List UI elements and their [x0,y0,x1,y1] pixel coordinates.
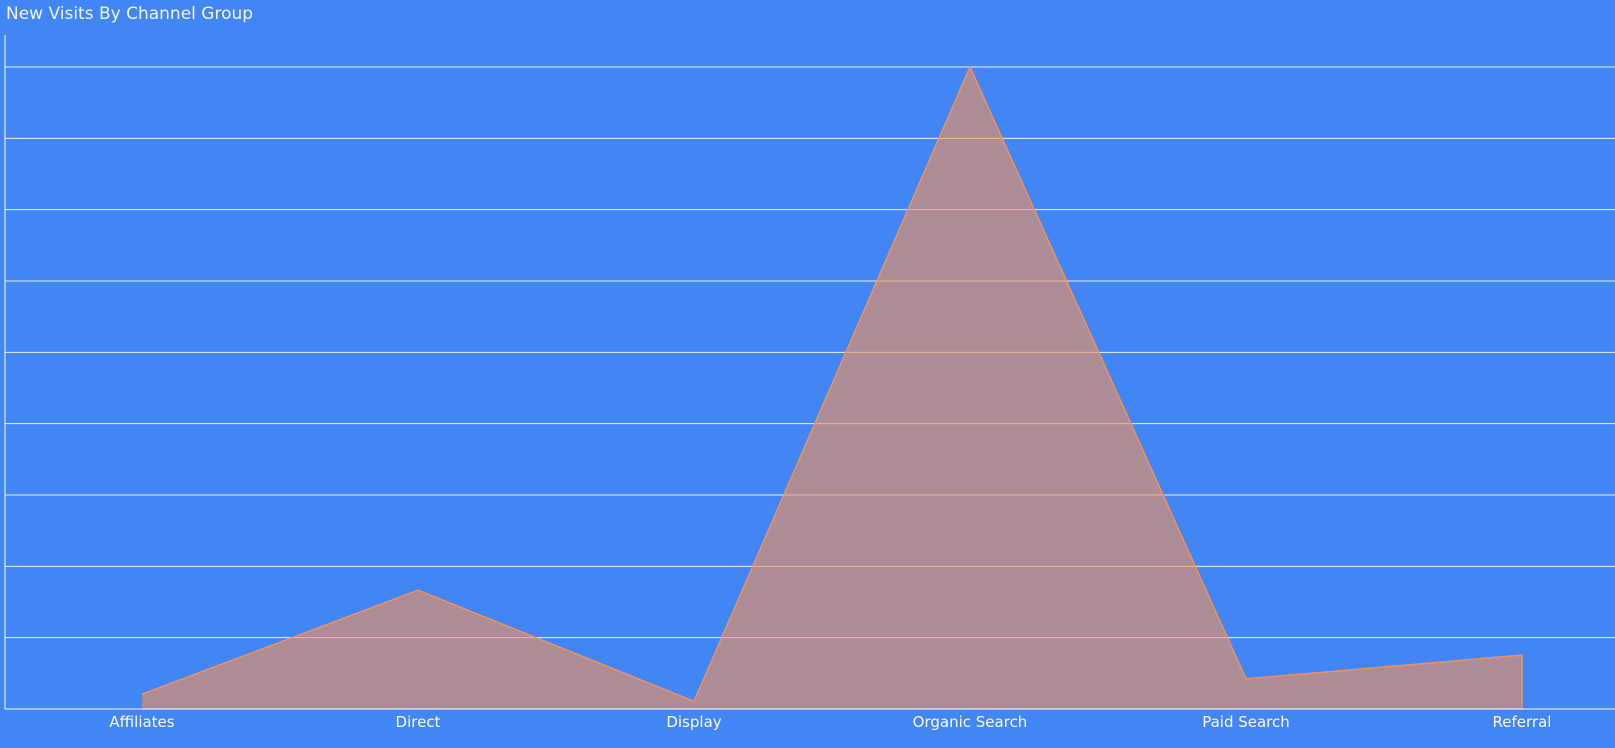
x-tick-label: Referral [1493,713,1552,731]
x-tick-label: Organic Search [913,713,1028,731]
x-tick-labels: Affiliates Direct Display Organic Search Pai… [109,713,1551,731]
x-tick-label: Display [666,713,721,731]
axes [4,35,1615,710]
chart-title: New Visits By Channel Group [6,4,254,24]
x-tick-label: Affiliates [109,713,174,731]
x-tick-label: Paid Search [1202,713,1290,731]
area-series [141,65,1523,709]
area-series-line [141,65,1523,709]
area-fill [142,67,1522,709]
x-tick-label: Direct [396,713,441,731]
